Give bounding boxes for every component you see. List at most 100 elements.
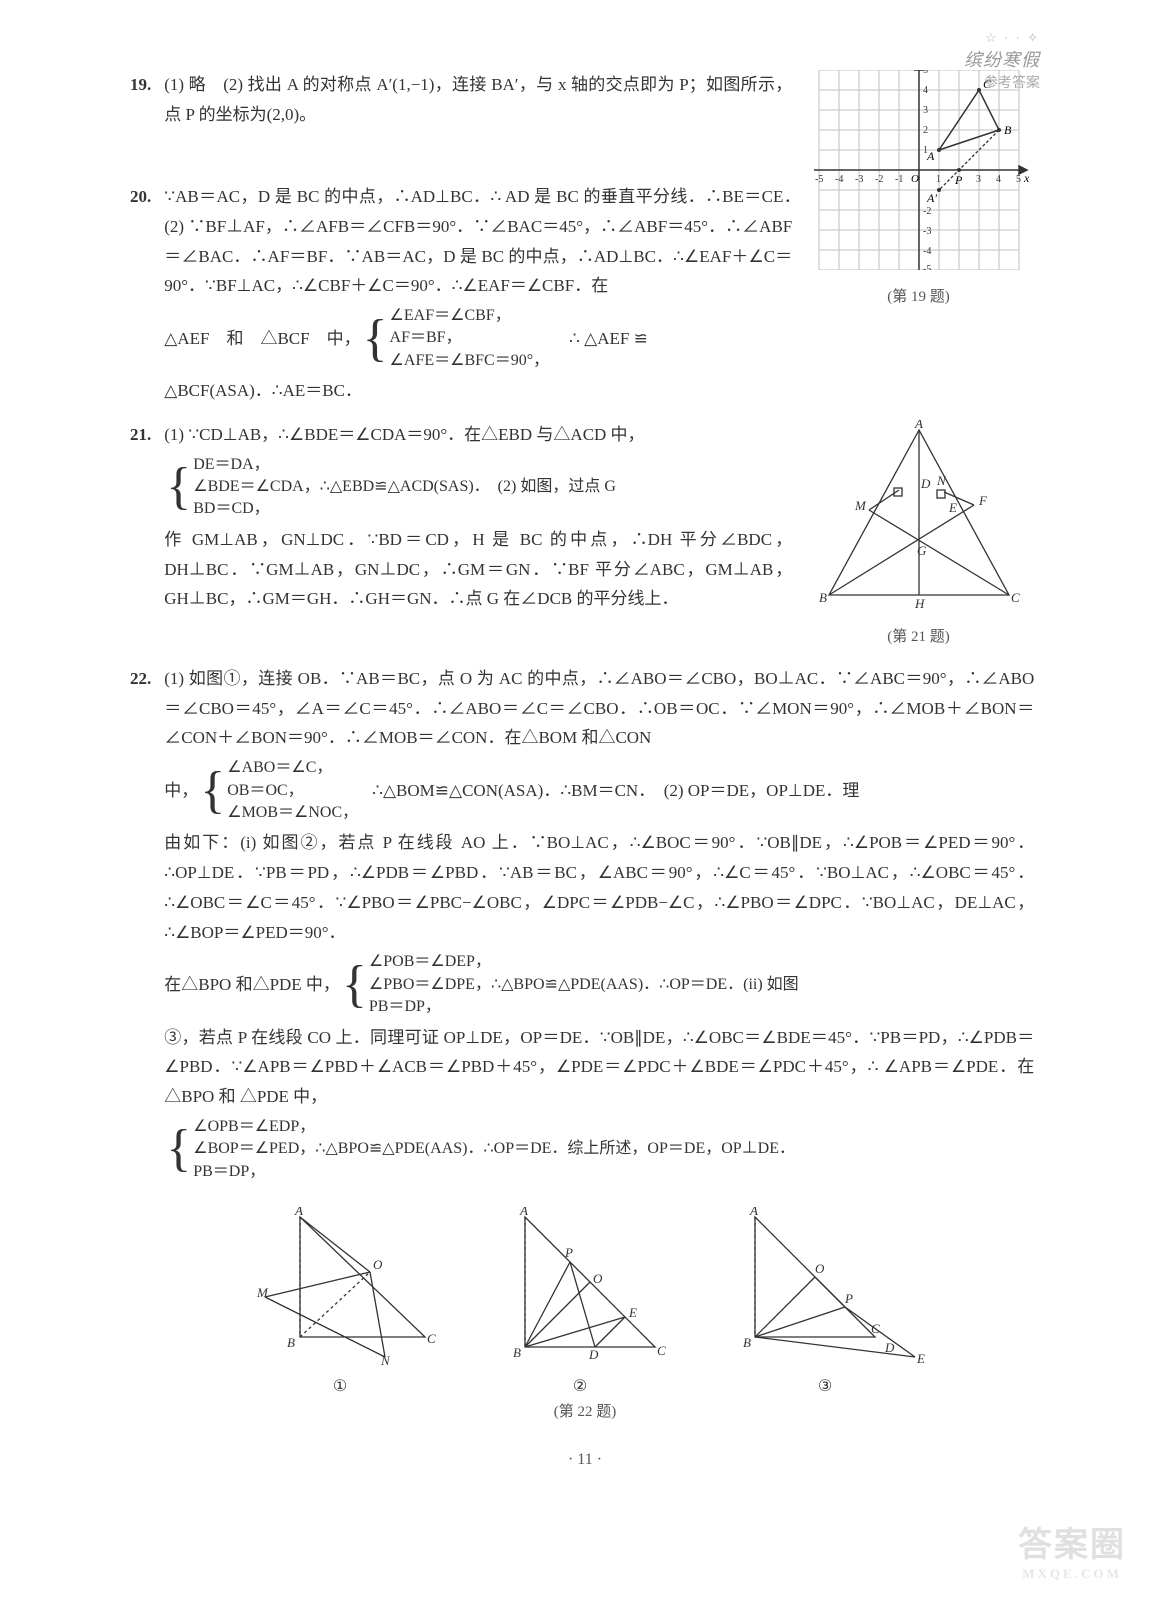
brace-line: ∠ABO＝∠C， bbox=[227, 757, 358, 779]
svg-text:C: C bbox=[657, 1343, 666, 1358]
brace-before: 在△BPO 和△PDE 中， bbox=[164, 970, 340, 1000]
svg-text:C: C bbox=[427, 1331, 436, 1346]
brace-line: ∠EAF＝∠CBF， bbox=[390, 305, 550, 327]
svg-text:P: P bbox=[564, 1245, 573, 1260]
sublabel: ① bbox=[235, 1376, 445, 1396]
item-20-p1: ∵AB＝AC，D 是 BC 的中点，∴AD⊥BC．∴ AD 是 BC 的垂直平分… bbox=[164, 187, 809, 295]
brace-line: ∠MOB＝∠NOC， bbox=[227, 802, 358, 824]
svg-text:B: B bbox=[513, 1345, 521, 1360]
brace-after: ∴△BOM≌△CON(ASA)．∴BM＝CN． (2) OP＝DE，OP⊥DE．… bbox=[372, 776, 859, 806]
brace-line: ∠OPB＝∠EDP， bbox=[193, 1116, 795, 1138]
brace-line: DE＝DA， bbox=[193, 454, 616, 476]
brace-line: OB＝OC， bbox=[227, 780, 358, 802]
watermark: 答案圈 MXQE.COM bbox=[1018, 1517, 1126, 1582]
figure-22-1: A B C M N O ① bbox=[235, 1207, 445, 1396]
figures-22: A B C M N O ① A B C D E bbox=[130, 1207, 1040, 1396]
item-21-tail: 作 GM⊥AB，GN⊥DC．∵BD＝CD，H 是 BC 的中点，∴DH 平分∠B… bbox=[164, 530, 792, 609]
brace-lines: ∠OPB＝∠EDP， ∠BOP＝∠PED，∴△BPO≌△PDE(AAS)．∴OP… bbox=[193, 1116, 795, 1183]
svg-text:B: B bbox=[287, 1335, 295, 1350]
svg-text:B: B bbox=[1004, 123, 1012, 137]
item-20-body: ∵AB＝AC，D 是 BC 的中点，∴AD⊥BC．∴ AD 是 BC 的垂直平分… bbox=[164, 182, 792, 406]
brace-lines: ∠EAF＝∠CBF， AF＝BF， ∠AFE＝∠BFC＝90°， bbox=[390, 305, 550, 372]
svg-text:-1: -1 bbox=[895, 174, 903, 185]
brace-icon: { bbox=[340, 959, 369, 1011]
svg-text:N: N bbox=[380, 1353, 391, 1367]
brace-icon: { bbox=[361, 313, 390, 365]
svg-text:3: 3 bbox=[976, 174, 981, 185]
svg-text:O: O bbox=[815, 1261, 825, 1276]
brace-line: AF＝BF， bbox=[390, 327, 550, 349]
brace-lines: ∠ABO＝∠C， OB＝OC， ∠MOB＝∠NOC， bbox=[227, 757, 358, 824]
brace-after: ∴ △AEF ≌ bbox=[569, 324, 648, 354]
svg-text:F: F bbox=[978, 493, 988, 508]
svg-text:O: O bbox=[911, 173, 919, 185]
brace-lines: ∠POB＝∠DEP， ∠PBO＝∠DPE，∴△BPO≌△PDE(AAS)．∴OP… bbox=[369, 951, 799, 1018]
svg-text:4: 4 bbox=[923, 85, 928, 96]
svg-text:-5: -5 bbox=[815, 174, 823, 185]
svg-text:3: 3 bbox=[923, 105, 928, 116]
item-number: 20. bbox=[130, 182, 160, 212]
svg-text:M: M bbox=[854, 498, 867, 513]
svg-text:A: A bbox=[749, 1207, 758, 1218]
item-21-brace: { DE＝DA， ∠BDE＝∠CDA，∴△EBD≌△ACD(SAS)． (2) … bbox=[164, 454, 792, 521]
svg-text:5: 5 bbox=[923, 70, 928, 76]
svg-text:2: 2 bbox=[923, 125, 928, 136]
item-22-brace3: { ∠OPB＝∠EDP， ∠BOP＝∠PED，∴△BPO≌△PDE(AAS)．∴… bbox=[164, 1116, 1034, 1183]
brace-before: 中， bbox=[164, 776, 198, 806]
brace-line: ∠POB＝∠DEP， bbox=[369, 951, 799, 973]
figure-19: A B C A′ P O x y -5-4-3 -2-1 13 45 12 bbox=[809, 70, 1029, 310]
svg-text:D: D bbox=[920, 476, 931, 491]
svg-text:C: C bbox=[871, 1321, 880, 1336]
figure-22-3: ABC DE OP ③ bbox=[715, 1207, 935, 1396]
figure-22-2: ABC DE OP ② bbox=[485, 1207, 675, 1396]
svg-text:-5: -5 bbox=[923, 264, 931, 270]
item-21: 21. (1) ∵CD⊥AB，∴∠BDE＝∠CDA＝90°．在△EBD 与△AC… bbox=[130, 420, 1040, 650]
item-20-brace: △AEF 和 △BCF 中， { ∠EAF＝∠CBF， AF＝BF， ∠AFE＝… bbox=[164, 305, 792, 372]
page-header: ☆ · · ✧ 缤纷寒假 参考答案 bbox=[964, 30, 1040, 92]
item-22-body: (1) 如图①，连接 OB．∵AB＝BC，点 O 为 AC 的中点，∴∠ABO＝… bbox=[164, 664, 1034, 1187]
figure-19-svg: A B C A′ P O x y -5-4-3 -2-1 13 45 12 bbox=[809, 70, 1029, 270]
figure-21-svg: ABC DEF GH MN bbox=[809, 420, 1029, 610]
svg-text:O: O bbox=[593, 1271, 603, 1286]
header-sub: 参考答案 bbox=[964, 72, 1040, 92]
svg-text:-4: -4 bbox=[923, 246, 931, 257]
svg-text:B: B bbox=[819, 590, 827, 605]
svg-text:C: C bbox=[1011, 590, 1020, 605]
brace-icon: { bbox=[164, 461, 193, 513]
item-22-p1: (1) 如图①，连接 OB．∵AB＝BC，点 O 为 AC 的中点，∴∠ABO＝… bbox=[164, 669, 1034, 748]
svg-text:1: 1 bbox=[923, 145, 928, 156]
svg-text:P: P bbox=[954, 173, 963, 187]
svg-text:-3: -3 bbox=[855, 174, 863, 185]
item-19-text: (1) 略 (2) 找出 A 的对称点 A′(1,−1)，连接 BA′，与 x … bbox=[164, 70, 792, 130]
svg-text:G: G bbox=[917, 543, 927, 558]
brace-line: ∠BDE＝∠CDA，∴△EBD≌△ACD(SAS)． (2) 如图，过点 G bbox=[193, 476, 616, 498]
svg-text:M: M bbox=[256, 1285, 269, 1300]
brace-line: ∠BOP＝∠PED，∴△BPO≌△PDE(AAS)．∴OP＝DE．综上所述，OP… bbox=[193, 1138, 795, 1160]
figure-22-caption: (第 22 题) bbox=[130, 1400, 1040, 1421]
svg-text:B: B bbox=[743, 1335, 751, 1350]
item-number: 21. bbox=[130, 420, 160, 450]
svg-text:-3: -3 bbox=[923, 226, 931, 237]
svg-text:A: A bbox=[914, 420, 923, 431]
item-22-mid2: ③，若点 P 在线段 CO 上．同理可证 OP⊥DE，OP＝DE．∵OB∥DE，… bbox=[164, 1028, 1034, 1107]
item-22-mid: 由如下：(i) 如图②，若点 P 在线段 AO 上．∵BO⊥AC，∴∠BOC＝9… bbox=[164, 833, 1034, 941]
sublabel: ② bbox=[485, 1376, 675, 1396]
svg-text:4: 4 bbox=[996, 174, 1001, 185]
svg-text:N: N bbox=[936, 473, 947, 488]
brace-line: BD＝CD， bbox=[193, 498, 616, 520]
item-number: 22. bbox=[130, 664, 160, 694]
watermark-small: MXQE.COM bbox=[1018, 1566, 1126, 1582]
svg-text:E: E bbox=[628, 1305, 637, 1320]
svg-text:-2: -2 bbox=[875, 174, 883, 185]
svg-text:A′: A′ bbox=[926, 191, 937, 205]
figure-21: ABC DEF GH MN (第 21 题) bbox=[809, 420, 1029, 650]
item-21-p1: (1) ∵CD⊥AB，∴∠BDE＝∠CDA＝90°．在△EBD 与△ACD 中， bbox=[164, 425, 644, 444]
svg-text:O: O bbox=[373, 1257, 383, 1272]
svg-text:D: D bbox=[884, 1340, 895, 1355]
svg-text:A: A bbox=[294, 1207, 303, 1218]
brace-line: PB＝DP， bbox=[193, 1161, 795, 1183]
watermark-big: 答案圈 bbox=[1018, 1527, 1126, 1564]
item-20-tail: △BCF(ASA)．∴AE＝BC． bbox=[164, 381, 362, 400]
page-number: · 11 · bbox=[130, 1451, 1040, 1469]
header-title: 缤纷寒假 bbox=[964, 46, 1040, 72]
